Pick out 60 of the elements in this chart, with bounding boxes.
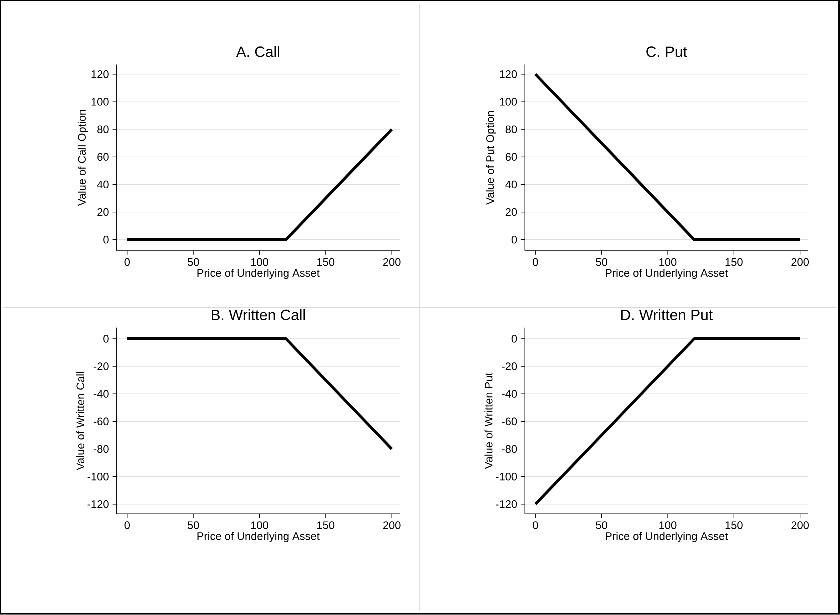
y-tick-label: 40: [97, 180, 109, 189]
x-tick-label: 200: [792, 258, 810, 266]
y-tick-label: -100: [88, 473, 109, 481]
y-tick-label: -40: [502, 390, 518, 398]
x-tick-label: 150: [726, 258, 743, 266]
y-tick-label: 60: [506, 153, 518, 162]
y-tick-label: 0: [104, 335, 109, 343]
y-tick-label: -80: [502, 445, 518, 454]
x-tick-label: 100: [251, 522, 268, 530]
x-axis-title: Price of Underlying Asset: [198, 269, 320, 280]
y-tick-label: -20: [94, 362, 109, 370]
y-tick-label: 100: [92, 98, 109, 106]
y-tick-label: 20: [98, 208, 109, 216]
chart-title: B. Written Call: [212, 310, 306, 320]
x-tick-label: 150: [318, 258, 335, 266]
x-tick-label: 100: [660, 522, 677, 530]
y-tick-label: -100: [496, 473, 518, 481]
y-tick-label: 80: [506, 126, 518, 134]
y-tick-label: -20: [502, 362, 518, 370]
x-axis-title: Price of Underlying Asset: [606, 532, 728, 542]
x-tick-label: 150: [726, 522, 743, 530]
y-tick-label: 40: [506, 180, 518, 189]
x-tick-label: 0: [124, 522, 130, 530]
x-tick-label: 200: [792, 522, 810, 530]
x-tick-label: 0: [533, 258, 538, 266]
x-tick-label: 100: [251, 258, 268, 266]
x-axis-title: Price of Underlying Asset: [198, 532, 320, 542]
y-tick-label: 120: [500, 70, 518, 78]
y-tick-label: -80: [94, 445, 109, 454]
y-tick-label: 120: [92, 70, 109, 78]
x-axis-title: Price of Underlying Asset: [606, 269, 728, 280]
y-tick-label: -60: [502, 418, 518, 426]
chart-title: C. Put: [646, 46, 688, 58]
x-tick-label: 50: [596, 522, 608, 530]
x-tick-label: 50: [188, 522, 200, 530]
x-tick-label: 50: [188, 258, 200, 266]
y-tick-label: 80: [98, 126, 109, 134]
y-tick-label: 60: [98, 153, 109, 162]
chart-title: A. Call: [236, 46, 280, 58]
x-tick-label: 0: [533, 522, 538, 530]
y-tick-label: 100: [500, 98, 518, 106]
y-tick-label: -120: [496, 500, 518, 508]
y-axis-title: Value of Put Option: [486, 111, 496, 205]
x-tick-label: 200: [383, 522, 401, 530]
y-tick-label: 0: [512, 236, 518, 244]
y-tick-label: -60: [94, 418, 109, 426]
y-axis-title: Value of Written Call: [76, 372, 85, 470]
y-tick-label: 0: [512, 335, 518, 343]
x-tick-label: 0: [124, 258, 130, 266]
y-axis-title: Value of Call Option: [78, 110, 88, 206]
x-tick-label: 200: [383, 258, 401, 266]
y-tick-label: 20: [506, 208, 518, 216]
chart-title: D. Written Put: [621, 310, 713, 320]
y-tick-label: -40: [94, 390, 109, 398]
y-tick-label: -120: [88, 500, 109, 508]
x-tick-label: 50: [596, 258, 608, 266]
y-tick-label: 0: [104, 236, 109, 244]
x-tick-label: 100: [660, 258, 677, 266]
y-axis-title: Value of Written Put: [484, 372, 493, 470]
x-tick-label: 150: [318, 522, 335, 530]
